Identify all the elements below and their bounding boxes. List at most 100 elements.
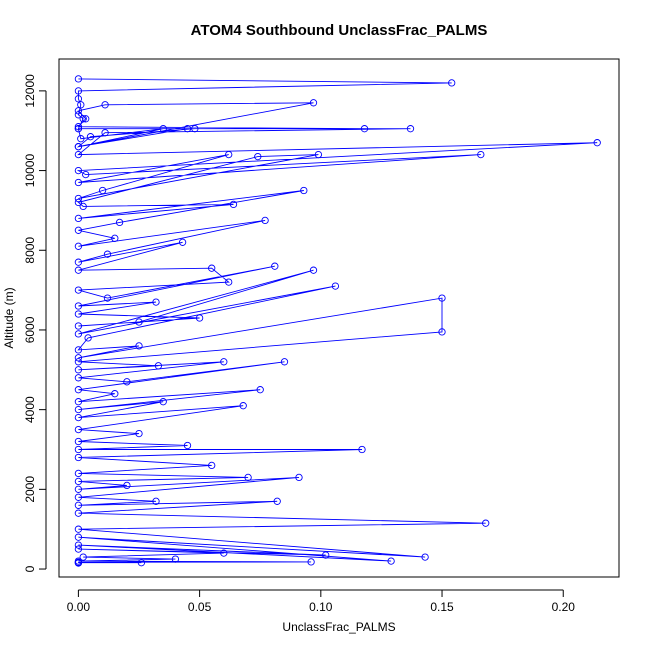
data-point xyxy=(482,519,490,527)
data-point xyxy=(438,294,446,302)
x-tick-label: 0.05 xyxy=(188,600,212,614)
data-point xyxy=(309,99,318,107)
data-point xyxy=(123,481,131,490)
data-point xyxy=(74,150,83,159)
data-point xyxy=(135,318,143,326)
data-point xyxy=(331,282,340,290)
data-point xyxy=(77,135,85,143)
data-point xyxy=(74,509,83,517)
data-point xyxy=(191,125,199,133)
data-point xyxy=(74,405,83,414)
data-point xyxy=(280,358,289,366)
data-point xyxy=(421,553,429,561)
data-point xyxy=(152,298,160,306)
data-point xyxy=(77,101,85,109)
data-point xyxy=(135,342,143,350)
data-point xyxy=(74,143,83,151)
data-point xyxy=(74,226,83,234)
data-point xyxy=(183,441,192,450)
data-point xyxy=(86,133,95,141)
data-point xyxy=(74,453,83,462)
y-axis-label: Altitude (m) xyxy=(2,287,16,348)
data-point xyxy=(74,75,83,83)
data-point xyxy=(74,354,83,362)
y-tick-label: 12000 xyxy=(23,74,37,108)
data-point xyxy=(74,111,83,119)
data-point xyxy=(322,551,330,559)
data-point xyxy=(314,150,323,159)
data-point xyxy=(74,386,83,394)
data-point xyxy=(220,358,228,366)
y-tick-label: 0 xyxy=(23,565,37,572)
data-point xyxy=(74,310,83,318)
data-point xyxy=(74,286,83,294)
y-tick-label: 6000 xyxy=(23,316,37,343)
data-point xyxy=(74,366,83,374)
data-point xyxy=(74,322,83,330)
data-point xyxy=(74,125,83,133)
data-point xyxy=(74,242,83,250)
x-axis: 0.00 0.05 0.10 0.15 0.20 xyxy=(67,589,576,614)
data-point xyxy=(271,262,279,270)
data-point xyxy=(74,469,83,478)
data-point xyxy=(477,150,485,159)
data-point xyxy=(103,250,112,258)
data-point xyxy=(74,266,83,274)
x-tick-label: 0.10 xyxy=(309,600,333,614)
data-point xyxy=(261,216,269,225)
data-point xyxy=(74,198,83,207)
data-point xyxy=(74,425,83,434)
data-point xyxy=(74,525,83,533)
data-point xyxy=(74,445,83,454)
y-tick-label: 4000 xyxy=(23,396,37,423)
data-point xyxy=(159,398,167,406)
data-point xyxy=(239,402,247,410)
data-point xyxy=(74,413,83,422)
y-axis: 0 2000 4000 6000 8000 10000 12000 xyxy=(23,74,47,572)
data-point xyxy=(79,115,87,123)
data-point xyxy=(225,150,233,159)
data-point xyxy=(74,541,83,549)
data-point xyxy=(84,334,92,342)
data-point xyxy=(74,123,83,131)
series-line xyxy=(76,78,598,564)
data-point xyxy=(74,358,83,366)
data-point xyxy=(101,129,109,137)
data-point xyxy=(220,549,228,557)
y-tick-label: 10000 xyxy=(23,154,37,188)
data-point xyxy=(256,386,264,394)
data-point xyxy=(74,437,83,446)
data-point xyxy=(74,559,83,567)
data-point xyxy=(82,115,90,123)
data-point xyxy=(208,264,216,272)
data-point xyxy=(171,555,180,563)
y-tick-label: 8000 xyxy=(23,237,37,264)
data-point xyxy=(74,477,83,486)
data-point xyxy=(111,234,119,242)
data-point xyxy=(152,497,160,505)
data-point xyxy=(74,214,83,223)
data-point xyxy=(103,294,112,302)
data-point xyxy=(98,186,107,195)
data-point xyxy=(79,202,87,211)
data-point xyxy=(74,194,83,203)
data-point xyxy=(229,200,238,209)
data-point xyxy=(74,178,83,187)
data-point xyxy=(74,166,83,175)
data-point xyxy=(358,445,366,454)
data-point xyxy=(183,125,192,133)
data-point xyxy=(123,378,131,386)
data-point xyxy=(448,79,456,87)
chart-title: ATOM4 Southbound UnclassFrac_PALMS xyxy=(191,22,488,39)
x-tick-label: 0.20 xyxy=(552,600,576,614)
y-tick-label: 2000 xyxy=(23,476,37,503)
data-point xyxy=(295,473,303,482)
x-tick-label: 0.00 xyxy=(67,600,91,614)
data-point xyxy=(74,398,83,406)
data-point xyxy=(82,170,90,179)
data-point xyxy=(74,501,83,509)
data-point xyxy=(74,533,83,541)
data-point xyxy=(74,485,83,493)
data-point xyxy=(74,545,83,553)
